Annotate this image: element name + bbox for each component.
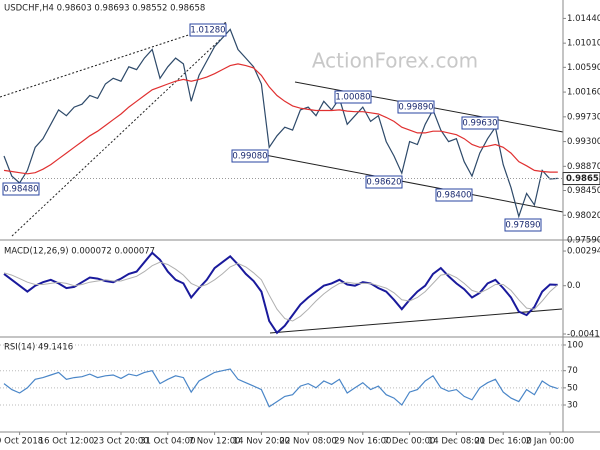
level-box	[189, 23, 227, 37]
level-label: 0.98480	[3, 185, 38, 195]
level-label: 0.97890	[505, 221, 540, 231]
x-tick-label: 14 Dec 08:00	[428, 437, 485, 447]
macd-title: MACD(12,26,9) 0.000072 0.000077	[4, 247, 155, 257]
level-box	[365, 175, 403, 189]
channel-line	[264, 154, 564, 213]
level-label: 1.00080	[335, 93, 370, 103]
y-tick-label: 0.98450	[567, 186, 600, 196]
x-tick-label: 29 Nov 16:00	[334, 437, 391, 447]
x-tick-label: 31 Oct 04:00	[140, 437, 195, 447]
chart-title: USDCHF,H4 0.98603 0.98693 0.98552 0.9865…	[4, 4, 205, 14]
x-tick-label: 23 Oct 20:00	[93, 437, 148, 447]
level-box	[397, 100, 435, 114]
level-label: 0.98400	[436, 191, 471, 201]
y-tick-label: 1.01010	[567, 39, 600, 49]
series-line	[3, 251, 558, 335]
y-tick-label: 1.00160	[567, 88, 600, 98]
x-tick-label: 7 Dec 00:00	[384, 437, 436, 447]
y-tick-label: 0.002946	[567, 247, 600, 257]
x-tick-label: 9 Oct 2018	[0, 437, 43, 447]
x-tick-label: 21 Dec 16:00	[475, 437, 532, 447]
level-label: 0.98620	[366, 178, 401, 188]
y-tick-label: 0.99300	[567, 137, 600, 147]
y-tick-label: 50	[567, 383, 578, 393]
y-tick-label: 0.98870	[567, 162, 600, 172]
current-price-label: 0.98658	[566, 174, 600, 184]
rsi-title: RSI(14) 49.1416	[4, 343, 73, 353]
series-line	[3, 28, 558, 219]
x-tick-label: 16 Oct 12:00	[39, 437, 94, 447]
watermark: ActionForex.com	[312, 49, 478, 73]
level-box	[2, 182, 40, 196]
y-tick-label: 70	[567, 366, 578, 376]
macd-trend-line	[269, 308, 563, 334]
level-box	[461, 116, 499, 130]
series-line	[3, 261, 559, 322]
y-tick-label: 1.00590	[567, 63, 600, 73]
x-tick-label: 7 Nov 12:00	[189, 437, 241, 447]
x-tick-label: 2 Jan 00:00	[526, 437, 574, 447]
y-tick-label: 30	[567, 400, 578, 410]
y-tick-label: 1.01440	[567, 14, 600, 24]
level-box	[334, 90, 372, 104]
y-tick-label: 0.99730	[567, 112, 600, 122]
level-label: 1.01280	[190, 26, 225, 36]
level-box	[231, 149, 269, 163]
y-tick-label: 0.97590	[567, 236, 600, 246]
x-tick-label: 14 Nov 20:00	[233, 437, 290, 447]
level-label: 0.99630	[462, 119, 497, 129]
y-tick-label: 0.98020	[567, 211, 600, 221]
current-price-box	[562, 172, 600, 186]
y-tick-label: -0.004104	[567, 329, 600, 339]
level-label: 0.99890	[398, 103, 433, 113]
y-tick-label: 100	[567, 340, 583, 350]
level-label: 0.99080	[232, 152, 267, 162]
series-line	[3, 63, 558, 175]
level-box	[504, 218, 542, 232]
trend-line	[11, 37, 223, 237]
y-tick-label: 0.0	[567, 281, 581, 291]
level-box	[435, 188, 473, 202]
series-line	[3, 368, 558, 408]
x-tick-label: 22 Nov 08:00	[280, 437, 337, 447]
